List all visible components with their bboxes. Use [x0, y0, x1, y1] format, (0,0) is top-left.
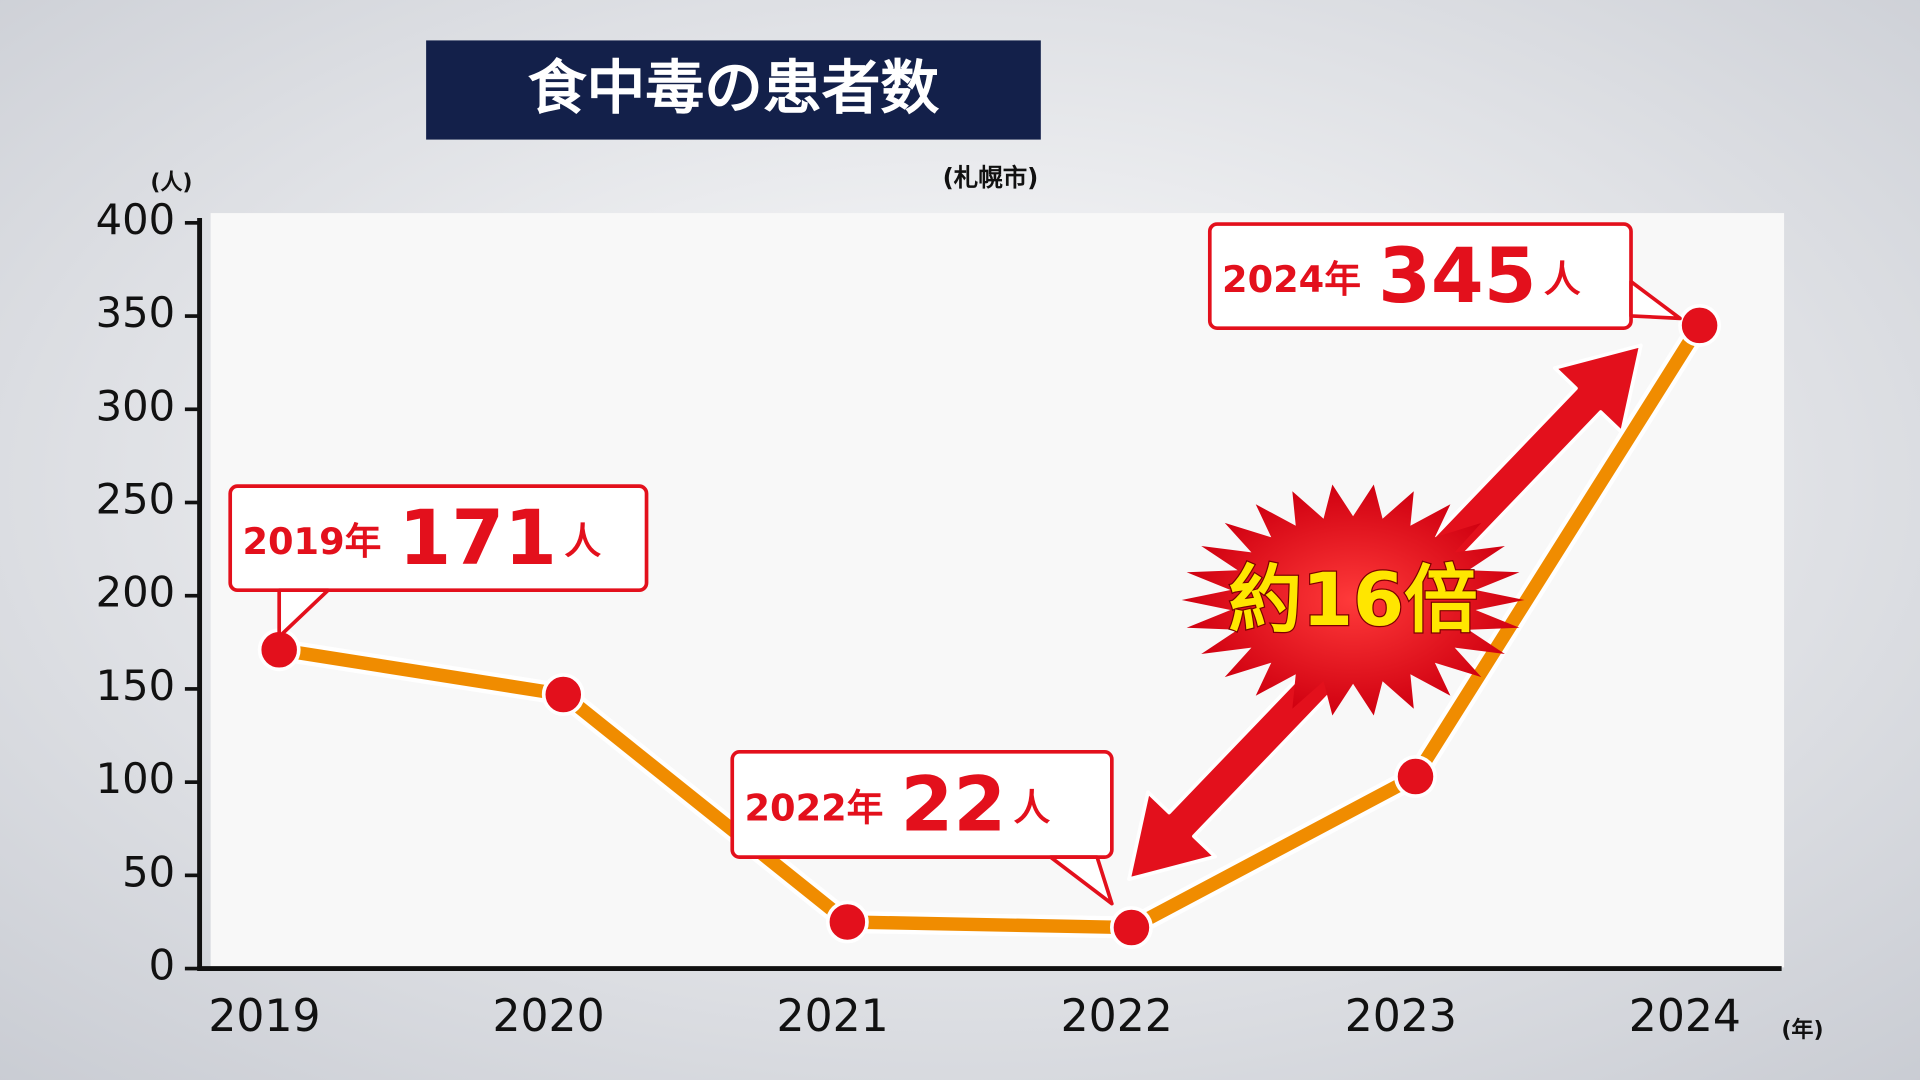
- y-axis-unit: (人): [150, 171, 192, 196]
- point: [1110, 906, 1153, 949]
- callout-year: 2022年: [744, 786, 883, 829]
- y-tick-label: 150: [96, 661, 175, 710]
- data-label: 345: [1378, 232, 1536, 320]
- x-tick-label: 2021: [777, 991, 889, 1042]
- y-tick-label: 0: [149, 941, 175, 990]
- callout-unit: 人: [1544, 258, 1581, 301]
- callout-text: 2024年 345 人: [1222, 232, 1581, 320]
- line: [278, 321, 1706, 935]
- callout-unit: 人: [564, 520, 601, 563]
- callout-box: [228, 484, 649, 593]
- callout-year: 2024年: [1222, 258, 1361, 301]
- callout-tail: [277, 588, 330, 639]
- y-tick-label: 100: [96, 754, 175, 803]
- x-tick-label: 2020: [492, 991, 604, 1042]
- x-tick-label: 2023: [1345, 991, 1457, 1042]
- data-label: 22: [901, 760, 1007, 848]
- y-tick-label: 300: [96, 381, 175, 430]
- x-axis-unit: (年): [1781, 1017, 1823, 1043]
- y-tick-label: 200: [96, 568, 175, 617]
- source: (札幌市): [943, 163, 1039, 192]
- point: [541, 673, 585, 716]
- point: [1394, 755, 1437, 798]
- x-tick-label: 2024: [1629, 991, 1741, 1042]
- callout-year: 2019年: [242, 520, 381, 563]
- callout-box: [730, 750, 1114, 859]
- chart-title: 食中毒の患者数: [528, 53, 940, 122]
- callout-text: 2022年 22 人: [744, 760, 1050, 848]
- callout-tail: [1048, 855, 1114, 906]
- point: [825, 900, 869, 944]
- x-tick-label: 2022: [1061, 991, 1173, 1042]
- callout-text: 2019年 171 人: [242, 494, 601, 582]
- callout-unit: 人: [1014, 786, 1051, 829]
- title-box: [426, 40, 1041, 140]
- callout-tail: [1629, 279, 1682, 321]
- y-tick-label: 350: [96, 288, 175, 337]
- annotation: 約16倍: [1228, 558, 1477, 643]
- data-label: 171: [399, 494, 557, 582]
- y-tick-label: 250: [96, 475, 175, 524]
- x-tick-label: 2019: [208, 991, 320, 1042]
- callout-box: [1207, 222, 1633, 330]
- y-tick-label: 400: [96, 195, 175, 244]
- point: [1678, 303, 1722, 347]
- y-tick-label: 50: [122, 847, 175, 896]
- starburst: [1181, 484, 1525, 716]
